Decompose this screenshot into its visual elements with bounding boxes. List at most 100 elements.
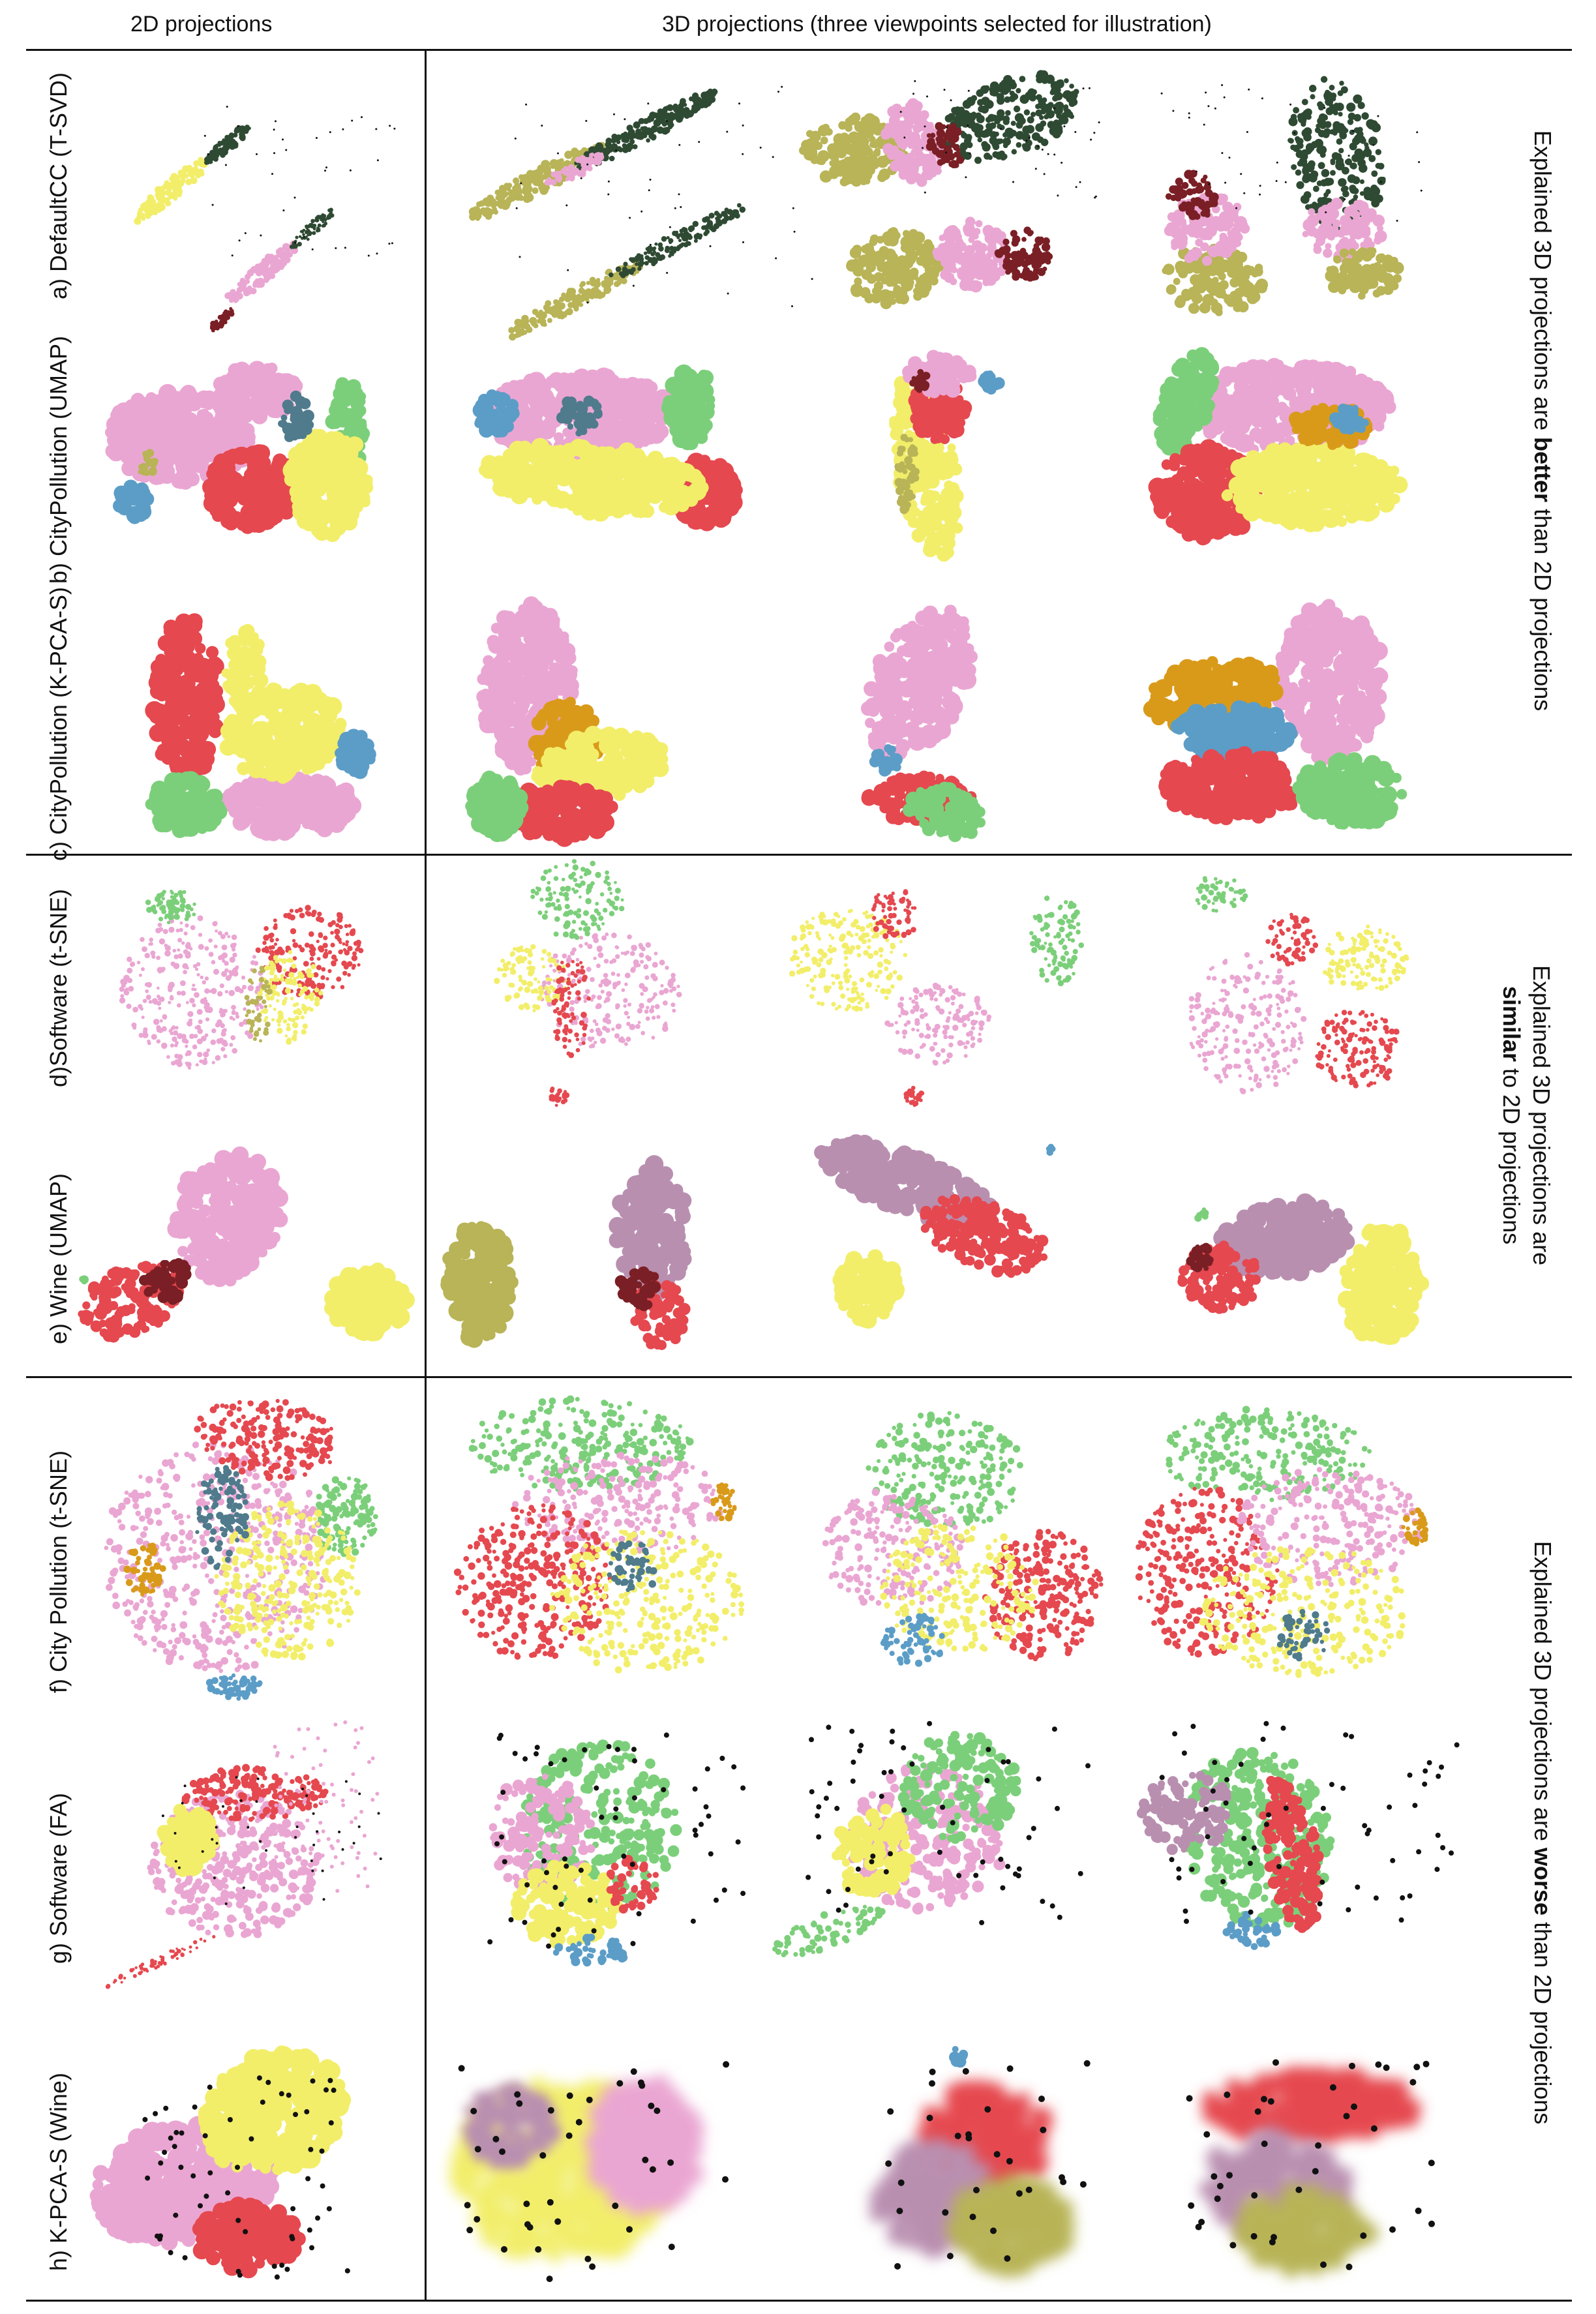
cluster-blob <box>192 2197 306 2279</box>
panel-a-2d <box>98 65 404 333</box>
cluster-blob <box>1276 1608 1331 1662</box>
panel-d-3d-view3 <box>1148 861 1422 1122</box>
cluster-blob <box>871 889 917 939</box>
cluster-blob <box>195 1465 249 1570</box>
panel-e-3d-view1 <box>430 1155 744 1366</box>
cluster-blob <box>941 70 1079 164</box>
cluster-blob <box>1165 170 1219 220</box>
panel-b-3d-view3 <box>1122 342 1422 558</box>
cluster-blob <box>468 1395 694 1492</box>
cluster-blob <box>1135 1486 1280 1658</box>
cluster-blob <box>710 1482 737 1522</box>
cluster-blob <box>1315 1010 1400 1089</box>
cluster-blob <box>224 240 299 303</box>
cluster-blob <box>119 914 264 1070</box>
cluster-blob <box>335 729 376 779</box>
cluster-blob <box>205 1673 263 1701</box>
cluster-blob <box>289 207 335 249</box>
cluster-blob <box>1222 1910 1282 1950</box>
panel-f-3d-view2 <box>815 1405 1109 1686</box>
top-rule <box>26 49 1572 51</box>
cluster-blob <box>139 1258 192 1305</box>
cluster-blob <box>478 438 709 522</box>
cluster-blob <box>1195 876 1248 913</box>
cluster-blob <box>510 1859 624 1949</box>
cluster-blob <box>994 226 1053 282</box>
cluster-blob <box>903 1085 925 1107</box>
cluster-blob <box>661 364 715 451</box>
cluster-blob <box>551 959 591 1059</box>
cluster-blob <box>574 88 718 173</box>
cluster-blob <box>884 982 992 1066</box>
bottom-rule <box>26 2300 1572 2302</box>
cluster-blob <box>214 1500 361 1660</box>
cluster-blob <box>113 479 155 524</box>
column-divider <box>425 49 427 2302</box>
cluster-blob <box>607 1540 657 1593</box>
cluster-blob <box>104 1435 327 1674</box>
cluster-blob <box>902 781 986 843</box>
cluster-blob <box>606 1855 659 1914</box>
panel-b-3d-view1 <box>450 355 750 551</box>
cluster-blob <box>1158 746 1310 826</box>
panel-d-3d-view2 <box>783 861 1102 1128</box>
cluster-blob <box>167 1146 288 1287</box>
panel-h-2d <box>89 2035 398 2296</box>
cluster-blob <box>500 779 618 847</box>
panel-c-3d-view3 <box>1135 590 1422 838</box>
cluster-blob <box>1401 1507 1429 1547</box>
cluster-blob <box>440 1221 519 1348</box>
cluster-blob <box>1265 912 1319 967</box>
cluster-blob <box>880 1613 945 1667</box>
cluster-blob <box>181 1764 329 1822</box>
cluster-blob <box>549 1087 570 1107</box>
header-2d-projections: 2D projections <box>130 12 272 37</box>
cluster-blob <box>1136 1771 1231 1856</box>
cluster-blob <box>278 390 314 442</box>
cluster-blob <box>982 1529 1104 1662</box>
cluster-blob <box>556 395 603 437</box>
panel-c-2d <box>140 590 388 845</box>
cluster-blob <box>1194 1207 1209 1222</box>
panel-b-3d-view2 <box>841 342 1017 590</box>
cluster-blob <box>1221 442 1408 533</box>
cluster-blob <box>1292 752 1408 830</box>
cluster-blob <box>213 361 303 425</box>
cluster-blob <box>932 217 1011 293</box>
group-divider-2 <box>26 1376 1572 1378</box>
cluster-blob <box>282 428 374 543</box>
cluster-blob <box>209 307 235 333</box>
panel-g-3d-view1 <box>457 1715 770 2002</box>
panel-c-3d-view1 <box>450 590 737 847</box>
cluster-blob <box>1166 1405 1372 1503</box>
cluster-blob <box>1201 2066 1422 2146</box>
cluster-blob <box>145 771 228 838</box>
cluster-blob <box>198 2045 352 2176</box>
panel-h-3d-view2 <box>848 2041 1109 2296</box>
panel-e-2d <box>78 1138 417 1366</box>
cluster-blob <box>257 950 324 1045</box>
cluster-blob <box>157 1803 220 1877</box>
cluster-blob <box>194 1398 333 1481</box>
panel-f-3d-view3 <box>1135 1396 1435 1696</box>
cluster-blob <box>453 1503 614 1660</box>
cluster-blob <box>549 1529 745 1674</box>
cluster-blob <box>614 1266 661 1312</box>
panel-e-3d-view2 <box>814 1132 1128 1353</box>
cluster-blob <box>1186 1242 1214 1272</box>
cluster-blob <box>609 203 746 278</box>
cluster-blob <box>552 1933 628 1967</box>
cluster-blob <box>894 434 920 515</box>
panel-h-3d-view3 <box>1161 2035 1448 2296</box>
header-3d-projections: 3D projections (three viewpoints selecte… <box>662 12 1212 37</box>
cluster-blob <box>869 744 903 777</box>
cluster-blob <box>846 227 945 310</box>
cluster-blob <box>920 1194 1049 1278</box>
cluster-blob <box>494 944 571 1013</box>
cluster-blob <box>909 368 931 393</box>
panel-g-3d-view3 <box>1135 1709 1474 2002</box>
cluster-blob <box>584 2075 705 2217</box>
cluster-blob <box>949 2046 969 2068</box>
panel-d-3d-view1 <box>479 859 714 1115</box>
cluster-blob <box>609 1155 692 1300</box>
